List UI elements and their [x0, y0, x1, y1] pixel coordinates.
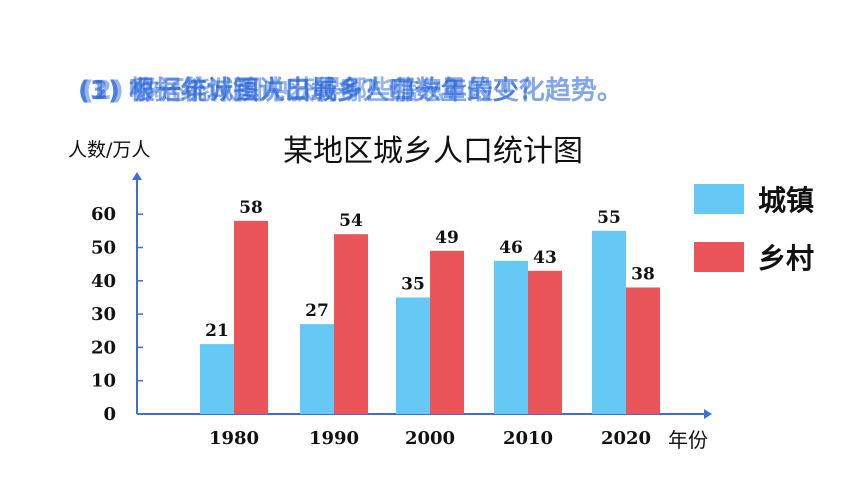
bar-village — [528, 270, 562, 414]
legend-item-village: 乡村 — [694, 240, 815, 275]
bar-town — [396, 297, 430, 414]
y-tick-label: 30 — [91, 304, 116, 325]
data-label: 46 — [499, 238, 523, 258]
x-tick-label: 2010 — [503, 428, 553, 449]
legend-label-village: 乡村 — [758, 242, 815, 275]
bar-town — [494, 260, 528, 414]
y-tick-label: 10 — [91, 371, 116, 392]
bar-town — [300, 324, 334, 414]
bar-town — [592, 230, 626, 414]
data-label: 55 — [597, 208, 621, 228]
y-tick-label: 40 — [91, 271, 116, 292]
question-overlap: (1) 哪一年城镇人口最多？哪一年最少？ (2) 你还能从图中获得哪些信息？ (… — [0, 70, 860, 110]
legend-swatch-town — [694, 184, 744, 214]
bar-town — [200, 344, 234, 414]
x-axis-arrow — [704, 409, 712, 419]
x-tick-label: 2000 — [405, 428, 455, 449]
data-label: 21 — [205, 321, 229, 341]
bar-village — [626, 287, 660, 414]
data-label: 58 — [239, 198, 263, 218]
data-label: 35 — [401, 274, 425, 294]
data-label: 38 — [631, 264, 655, 284]
y-axis-arrow — [132, 172, 142, 180]
x-tick-label: 1990 — [309, 428, 359, 449]
bar-village — [334, 234, 368, 414]
data-label: 49 — [435, 228, 459, 248]
data-label: 43 — [533, 248, 557, 268]
question-text-3: (3) 根据统计图说出城乡人口数量的变化趋势。 — [78, 76, 623, 106]
data-label: 54 — [339, 211, 363, 231]
y-axis-label: 人数/万人 — [68, 139, 151, 161]
y-tick-label: 20 — [91, 337, 116, 358]
chart-title: 某地区城乡人口统计图 — [283, 134, 583, 169]
bar-village — [234, 220, 268, 414]
x-tick-label: 1980 — [209, 428, 259, 449]
question-text-2: (2) 你还能从图中获得哪些信息？ — [82, 76, 471, 106]
y-tick-label: 60 — [91, 204, 116, 225]
x-tick-label: 2020 — [601, 428, 651, 449]
question-text-1: (1) 哪一年城镇人口最多？哪一年最少？ — [78, 76, 545, 106]
legend-item-town: 城镇 — [694, 182, 815, 217]
y-tick-label: 50 — [91, 238, 116, 259]
y-tick-label: 0 — [103, 404, 116, 425]
legend-swatch-village — [694, 242, 744, 272]
legend-label-town: 城镇 — [758, 184, 815, 217]
x-axis-label: 年份 — [668, 428, 708, 452]
data-label: 27 — [305, 301, 329, 321]
bar-village — [430, 250, 464, 414]
